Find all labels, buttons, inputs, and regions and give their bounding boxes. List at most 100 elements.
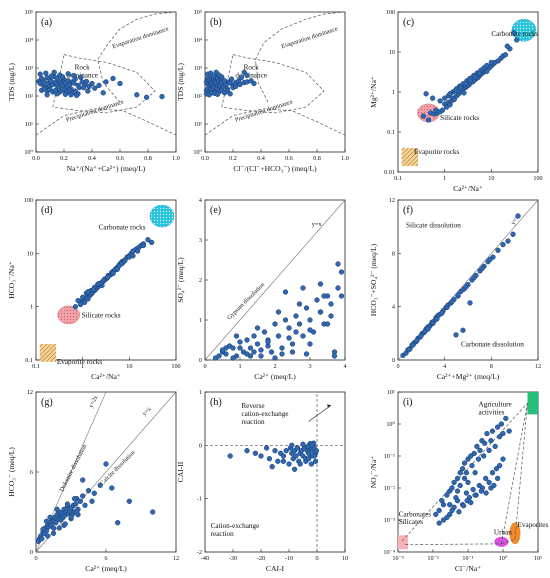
data-point bbox=[48, 73, 55, 79]
x-tick-label: 0 bbox=[203, 363, 206, 370]
data-point bbox=[503, 415, 509, 422]
data-point bbox=[80, 477, 86, 483]
data-point bbox=[467, 300, 473, 306]
data-point bbox=[282, 289, 289, 295]
x-axis-label: Ca²⁺/Na⁺ bbox=[91, 372, 121, 381]
data-point bbox=[90, 286, 97, 293]
data-point bbox=[303, 305, 310, 311]
data-point bbox=[460, 327, 466, 333]
y-tick-label: 0.01 bbox=[384, 169, 395, 176]
y-tick-label: 1 bbox=[199, 317, 202, 324]
panel-letter: (e) bbox=[210, 205, 221, 216]
y-tick-label: 0 bbox=[199, 357, 202, 364]
arrow-shaft bbox=[308, 405, 332, 422]
data-point bbox=[143, 94, 150, 100]
data-point bbox=[494, 424, 501, 430]
x-tick-label: 2 bbox=[273, 363, 276, 370]
data-point bbox=[307, 327, 313, 333]
panel-c: 0.1 1 10 1000.010.1110100Ca²⁺/Na⁺Mg²⁺/Na⁺(c… bbox=[369, 9, 543, 193]
data-point bbox=[223, 351, 229, 357]
data-point bbox=[68, 514, 74, 520]
data-point bbox=[447, 502, 453, 508]
data-point bbox=[50, 525, 57, 531]
y-tick-label: 10¹ bbox=[387, 389, 395, 396]
annotation-yx: y=x bbox=[510, 213, 521, 226]
x-tick-label: 6 bbox=[104, 555, 107, 562]
data-point bbox=[474, 443, 480, 450]
data-point bbox=[80, 294, 86, 300]
x-axis-label: Cl⁻/(Cl⁻+HCO₃⁻) (meq/L) bbox=[233, 164, 317, 173]
precipitation-envelope bbox=[204, 108, 346, 136]
y-equals-x-line bbox=[204, 199, 346, 361]
data-point bbox=[81, 299, 88, 306]
data-point bbox=[43, 70, 49, 76]
data-point bbox=[258, 353, 264, 359]
x-tick-label: 0.4 bbox=[257, 155, 265, 162]
data-point bbox=[455, 292, 461, 298]
y-tick-label: 10³ bbox=[194, 65, 202, 72]
data-point bbox=[73, 92, 80, 99]
data-point bbox=[514, 37, 520, 43]
data-point bbox=[307, 317, 313, 323]
annotation-dolomite: Dolomite dissolution bbox=[58, 443, 88, 493]
data-point bbox=[265, 339, 271, 345]
data-point bbox=[410, 342, 416, 348]
data-point bbox=[263, 445, 270, 451]
data-point bbox=[227, 91, 233, 97]
annotation-agriculture: Agriculture activities bbox=[479, 401, 512, 417]
y-tick-label: 10 bbox=[27, 250, 33, 257]
data-point bbox=[429, 95, 436, 101]
data-point bbox=[475, 456, 482, 462]
y-tick-label: 10⁴ bbox=[25, 37, 33, 44]
data-point bbox=[54, 91, 60, 97]
x-tick-label: 10⁰ bbox=[499, 555, 508, 562]
data-point bbox=[71, 496, 78, 502]
data-point bbox=[338, 293, 345, 299]
data-point bbox=[43, 518, 50, 524]
data-point bbox=[300, 333, 306, 339]
y-tick-label: 0 bbox=[199, 442, 202, 449]
data-point bbox=[307, 341, 313, 347]
y-tick-label: 0.1 bbox=[387, 129, 395, 136]
data-point bbox=[444, 492, 450, 498]
x-tick-label: 10 bbox=[342, 555, 348, 562]
silicate-rocks-zone bbox=[57, 305, 80, 325]
annotation-reverse-line2: cation-exchange bbox=[241, 410, 288, 418]
x-tick-label: 100 bbox=[533, 175, 542, 182]
data-point bbox=[134, 92, 140, 98]
data-point bbox=[454, 498, 461, 504]
data-point bbox=[463, 284, 469, 290]
data-point bbox=[459, 466, 466, 472]
y-axis-label: CAI-II bbox=[176, 461, 185, 482]
x-tick-label: 0.6 bbox=[285, 155, 293, 162]
data-point bbox=[214, 91, 221, 97]
data-point bbox=[324, 321, 331, 327]
mixing-line-evap-agri bbox=[514, 403, 528, 540]
data-point bbox=[293, 453, 299, 459]
data-point bbox=[477, 447, 483, 454]
data-point bbox=[461, 475, 468, 482]
data-point bbox=[272, 355, 278, 361]
data-point bbox=[311, 453, 317, 459]
data-point bbox=[77, 498, 83, 504]
data-point bbox=[145, 237, 151, 243]
data-point bbox=[73, 501, 79, 507]
annotation-silicates: Silicates bbox=[399, 518, 424, 526]
data-point bbox=[461, 460, 468, 466]
data-point bbox=[309, 442, 315, 448]
data-point bbox=[293, 329, 299, 335]
data-point bbox=[489, 428, 496, 434]
data-point bbox=[50, 530, 57, 536]
data-points-c bbox=[420, 30, 520, 123]
data-point bbox=[338, 269, 345, 275]
data-point bbox=[247, 345, 254, 351]
data-point bbox=[487, 256, 493, 263]
data-point bbox=[335, 285, 341, 291]
data-point bbox=[64, 501, 71, 507]
y-tick-label: 10⁵ bbox=[194, 9, 202, 16]
y-tick-label: 12 bbox=[389, 197, 395, 204]
data-point bbox=[484, 430, 490, 437]
x-axis-label: Cl⁻/Na⁺ bbox=[455, 564, 481, 573]
annotation-y2x: y=2x bbox=[88, 394, 100, 409]
